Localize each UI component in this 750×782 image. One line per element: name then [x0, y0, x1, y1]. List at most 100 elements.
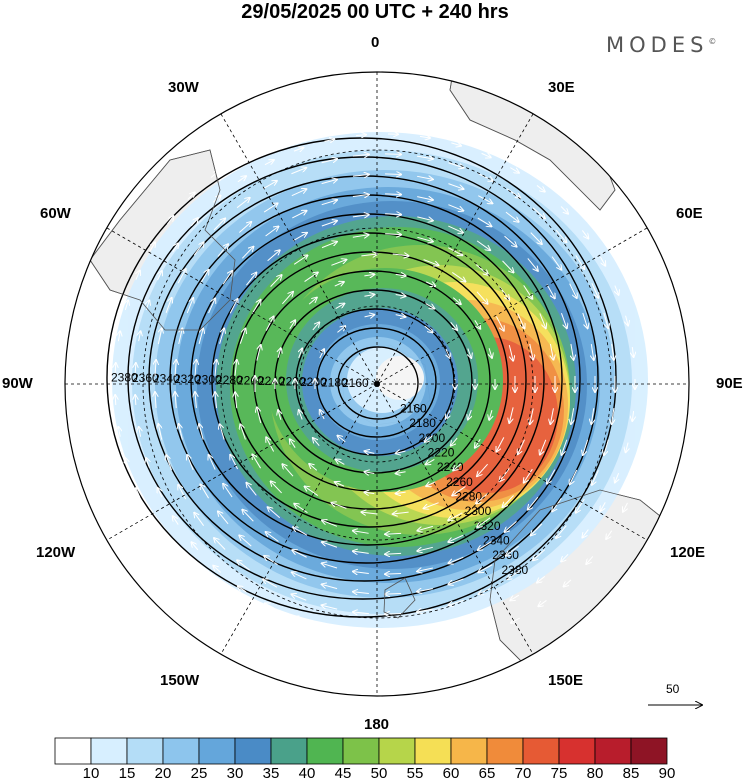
wind-vector	[322, 605, 338, 610]
wind-vector	[561, 553, 569, 561]
wind-vector	[237, 176, 246, 183]
wind-vector	[321, 242, 337, 249]
wind-vector	[222, 271, 232, 285]
wind-vector	[385, 174, 401, 175]
wind-vector	[591, 282, 599, 298]
contour-label-2160-1: 2160	[400, 402, 427, 416]
wind-vector	[504, 235, 517, 247]
wind-vector	[396, 472, 406, 474]
wind-vector	[582, 312, 588, 328]
wind-vector	[324, 647, 335, 649]
wind-vector	[177, 269, 186, 284]
wind-vector	[468, 409, 471, 419]
wind-vector	[321, 159, 338, 164]
wind-vector	[229, 299, 237, 314]
wind-vector	[591, 408, 593, 424]
wind-vector	[632, 347, 633, 357]
wind-vector	[293, 527, 308, 536]
map-title: 29/05/2025 00 UTC + 240 hrs	[241, 1, 509, 23]
wind-vector	[291, 189, 307, 197]
wind-vector	[242, 510, 254, 522]
contour-label-2180-0: 2180	[321, 376, 348, 390]
wind-vector	[230, 455, 239, 470]
wind-vector	[294, 504, 308, 514]
wind-vector	[599, 256, 605, 266]
wind-vector	[352, 235, 369, 238]
wind-vector	[150, 517, 156, 526]
wind-vector	[353, 592, 369, 594]
contour-label-2260-1: 2260	[446, 475, 473, 489]
wind-vector	[477, 517, 491, 527]
wind-vector	[291, 594, 307, 601]
wind-vector	[550, 343, 553, 360]
wind-vector	[139, 427, 141, 437]
contour-label-2360-1: 2360	[492, 548, 519, 562]
contour-label-2300-1: 2300	[465, 504, 492, 518]
colorbar-box-0	[54, 737, 92, 765]
wind-vector	[496, 437, 505, 451]
wind-vector	[632, 410, 633, 421]
wind-vector	[213, 218, 225, 231]
wind-vector	[547, 469, 556, 484]
wind-vector	[417, 568, 433, 571]
wind-vector	[385, 194, 401, 195]
wind-vector	[238, 222, 251, 233]
wind-vector	[561, 439, 568, 455]
wind-vector	[322, 584, 338, 590]
wind-vector	[569, 283, 577, 298]
wind-vector	[416, 156, 433, 159]
wind-vector	[353, 551, 369, 553]
wind-vector	[220, 424, 225, 440]
lon-label-180: 180	[364, 716, 390, 733]
wind-vector	[324, 119, 334, 121]
wind-vector	[417, 525, 433, 530]
wind-vector	[576, 498, 585, 513]
wind-vector	[293, 148, 303, 151]
wind-vector	[186, 298, 193, 314]
wind-vector	[135, 395, 136, 406]
wind-vector	[191, 542, 199, 551]
wind-vector	[198, 328, 203, 344]
contour-label-2360-0: 2360	[132, 371, 159, 385]
wind-vector	[592, 470, 599, 485]
wind-vector	[356, 632, 367, 633]
wind-vector	[211, 591, 220, 598]
wind-vector	[468, 348, 471, 358]
wind-vector	[155, 360, 156, 376]
wind-vector	[385, 553, 402, 554]
wind-vector	[506, 545, 519, 556]
wind-vector	[506, 188, 520, 198]
wind-vector	[352, 174, 369, 176]
wind-vectors	[115, 114, 655, 654]
colorbar-box-8	[342, 737, 380, 765]
lon-label-120e: 120E	[670, 544, 706, 561]
colorbar-box-13	[522, 737, 560, 765]
wind-vector	[500, 468, 510, 481]
wind-vector	[615, 472, 619, 482]
wind-vector	[385, 594, 402, 595]
wind-vector	[321, 221, 337, 227]
wind-vector	[517, 313, 525, 329]
wind-vector	[235, 360, 237, 376]
wind-vector	[264, 556, 278, 566]
wind-vector	[199, 270, 208, 284]
wind-vector	[299, 349, 302, 359]
wind-vector	[481, 153, 491, 157]
wind-vector	[320, 349, 324, 359]
wind-vector	[448, 534, 464, 542]
wind-vector	[324, 139, 334, 141]
wind-vector	[507, 569, 521, 579]
wind-vector	[282, 292, 293, 305]
wind-vector	[167, 544, 174, 553]
wind-vector	[518, 439, 525, 455]
colorbar-box-1	[90, 737, 128, 765]
wind-vector	[392, 254, 409, 256]
contour-label-2220-1: 2220	[428, 446, 455, 460]
wind-vector	[240, 424, 246, 440]
wind-vector	[546, 284, 555, 298]
colorbar-box-4	[198, 737, 236, 765]
wind-vector	[331, 503, 347, 509]
wind-vector	[524, 468, 533, 482]
wind-vector	[187, 192, 195, 200]
